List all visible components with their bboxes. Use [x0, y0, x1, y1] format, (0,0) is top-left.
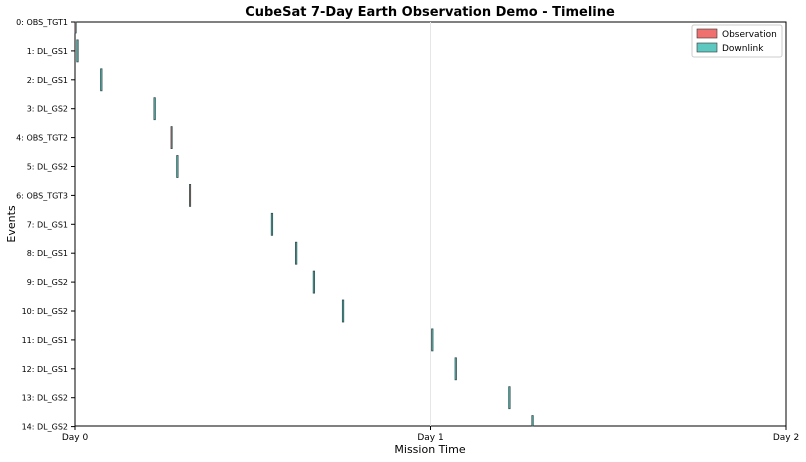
event-bar-downlink: [100, 68, 103, 92]
y-tick-label: 1: DL_GS1: [27, 47, 68, 56]
y-tick-label: 14: DL_GS2: [22, 423, 68, 432]
event-bars: [74, 21, 534, 427]
y-tick-label: 2: DL_GS1: [27, 76, 68, 85]
legend-swatch-downlink: [696, 42, 718, 53]
event-bar-downlink: [270, 212, 274, 236]
x-axis-ticks: Day 0 Day 1 Day 2: [62, 426, 799, 443]
event-bar-downlink: [531, 415, 534, 427]
y-tick-label: 13: DL_GS2: [22, 394, 68, 403]
event-bar-downlink: [312, 270, 316, 294]
event-bar-downlink: [153, 97, 156, 121]
y-tick-label: 5: DL_GS2: [27, 163, 68, 172]
legend-swatch-observation: [696, 28, 718, 39]
chart-title: CubeSat 7-Day Earth Observation Demo - T…: [245, 5, 615, 20]
y-axis-ticks: 0: OBS_TGT1 1: DL_GS1 2: DL_GS1 3: DL_GS2 4:…: [16, 18, 75, 432]
event-bar-downlink: [508, 386, 511, 410]
legend: Observation Downlink: [691, 24, 783, 58]
event-bar-downlink: [76, 39, 79, 63]
y-axis-label: Events: [5, 205, 18, 243]
event-bar-observation: [74, 21, 77, 34]
y-tick-label: 12: DL_GS1: [22, 365, 68, 374]
y-tick-label: 7: DL_GS1: [27, 220, 68, 229]
event-bar-observation: [189, 183, 192, 207]
y-tick-label: 4: OBS_TGT2: [16, 134, 68, 143]
event-bar-downlink: [454, 357, 457, 381]
x-axis-label: Mission Time: [394, 443, 465, 456]
event-bar-downlink: [431, 328, 434, 352]
y-tick-label: 11: DL_GS1: [22, 336, 68, 345]
y-tick-label: 6: OBS_TGT3: [16, 191, 68, 200]
y-tick-label: 8: DL_GS1: [27, 249, 68, 258]
x-tick-label: Day 0: [62, 433, 89, 443]
x-tick-label: Day 2: [773, 433, 799, 443]
event-bar-observation: [170, 126, 173, 149]
event-bar-downlink: [176, 155, 179, 178]
y-tick-label: 9: DL_GS2: [27, 278, 68, 287]
y-tick-label: 3: DL_GS2: [27, 105, 68, 114]
event-bar-downlink: [295, 241, 298, 265]
y-tick-label: 0: OBS_TGT1: [16, 18, 68, 27]
legend-label-observation: Observation: [722, 30, 777, 40]
legend-label-downlink: Downlink: [722, 44, 764, 54]
x-tick-label: Day 1: [417, 433, 443, 443]
y-tick-label: 10: DL_GS2: [22, 307, 68, 316]
event-bar-downlink: [341, 299, 345, 323]
